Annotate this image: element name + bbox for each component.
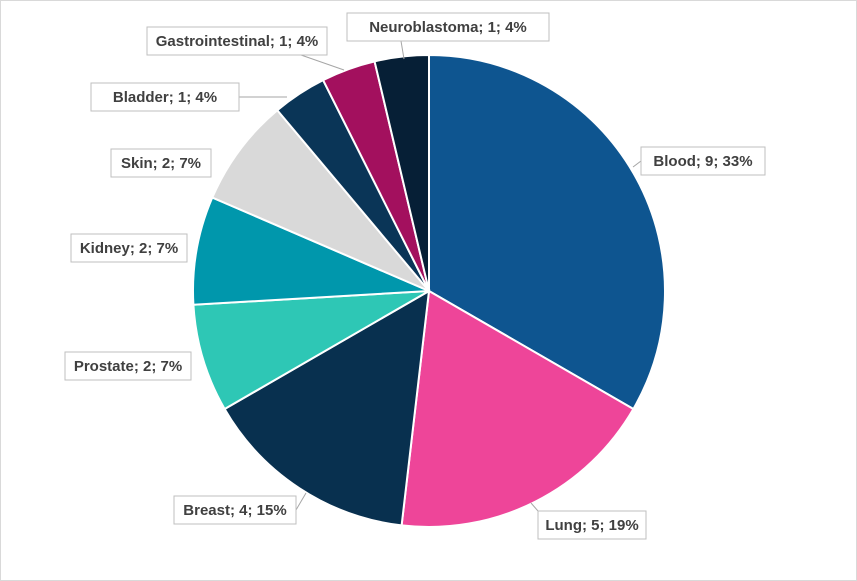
data-label-box (90, 82, 240, 112)
data-label-box (70, 233, 188, 263)
data-label-prostate: Prostate; 2; 7% (64, 351, 192, 381)
data-label-box (346, 12, 550, 42)
data-labels-layer: Blood; 9; 33% Lung; 5; 19% Breast; 4; 15% P… (64, 12, 766, 540)
leader-line-breast (295, 492, 307, 511)
data-label-text: Skin; 2; 7% (121, 155, 201, 172)
data-label-neuroblastoma: Neuroblastoma; 1; 4% (346, 12, 550, 42)
data-label-text: Neuroblastoma; 1; 4% (369, 19, 527, 36)
data-label-box (146, 26, 328, 56)
data-label-box (110, 148, 212, 178)
data-label-text: Gastrointestinal; 1; 4% (156, 33, 319, 50)
leader-line-blood (632, 160, 642, 168)
data-label-box (173, 495, 297, 525)
data-label-box (64, 351, 192, 381)
pie-slice-blood (428, 53, 666, 411)
data-label-text: Blood; 9; 33% (653, 153, 752, 170)
data-label-text: Kidney; 2; 7% (80, 240, 178, 257)
data-label-kidney: Kidney; 2; 7% (70, 233, 188, 263)
data-label-text: Bladder; 1; 4% (113, 89, 217, 106)
leader-line-gastrointestinal (300, 54, 345, 71)
data-label-breast: Breast; 4; 15% (173, 495, 297, 525)
slices-layer (192, 53, 666, 528)
data-label-bladder: Bladder; 1; 4% (90, 82, 240, 112)
pie-slice-neuroblastoma (373, 53, 430, 292)
data-label-text: Breast; 4; 15% (183, 502, 286, 519)
data-label-text: Prostate; 2; 7% (74, 358, 182, 375)
pie-slice-lung (400, 289, 635, 528)
pie-slice-skin (210, 108, 430, 292)
pie-slice-prostate (192, 290, 430, 411)
leader-line-neuroblastoma (400, 40, 405, 60)
data-label-gastrointestinal: Gastrointestinal; 1; 4% (146, 26, 328, 56)
data-label-blood: Blood; 9; 33% (640, 146, 766, 176)
data-label-skin: Skin; 2; 7% (110, 148, 212, 178)
pie-slice-kidney (192, 196, 430, 306)
pie-slice-breast (223, 289, 431, 527)
data-label-text: Lung; 5; 19% (545, 517, 638, 534)
leader-lines-layer (239, 40, 642, 512)
data-label-lung: Lung; 5; 19% (537, 510, 647, 540)
data-label-box (640, 146, 766, 176)
data-label-box (537, 510, 647, 540)
leader-line-lung (530, 502, 539, 512)
